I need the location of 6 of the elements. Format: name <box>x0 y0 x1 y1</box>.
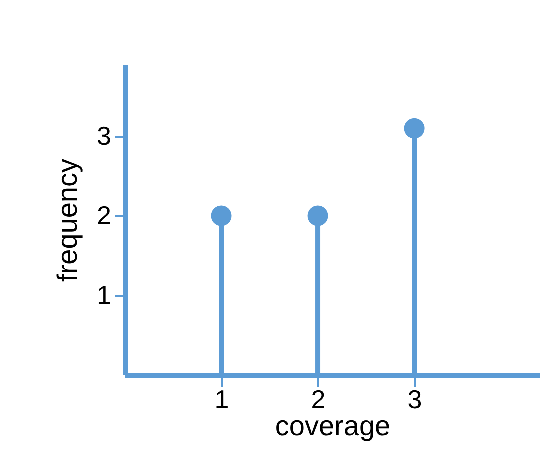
y-tick-label: 2 <box>97 200 112 231</box>
y-tick-label: 3 <box>97 121 112 152</box>
x-tick-label: 3 <box>408 384 422 414</box>
y-axis-title: frequency <box>52 159 84 282</box>
y-tick-label: 1 <box>97 280 112 310</box>
x-tick-label: 1 <box>214 384 230 414</box>
